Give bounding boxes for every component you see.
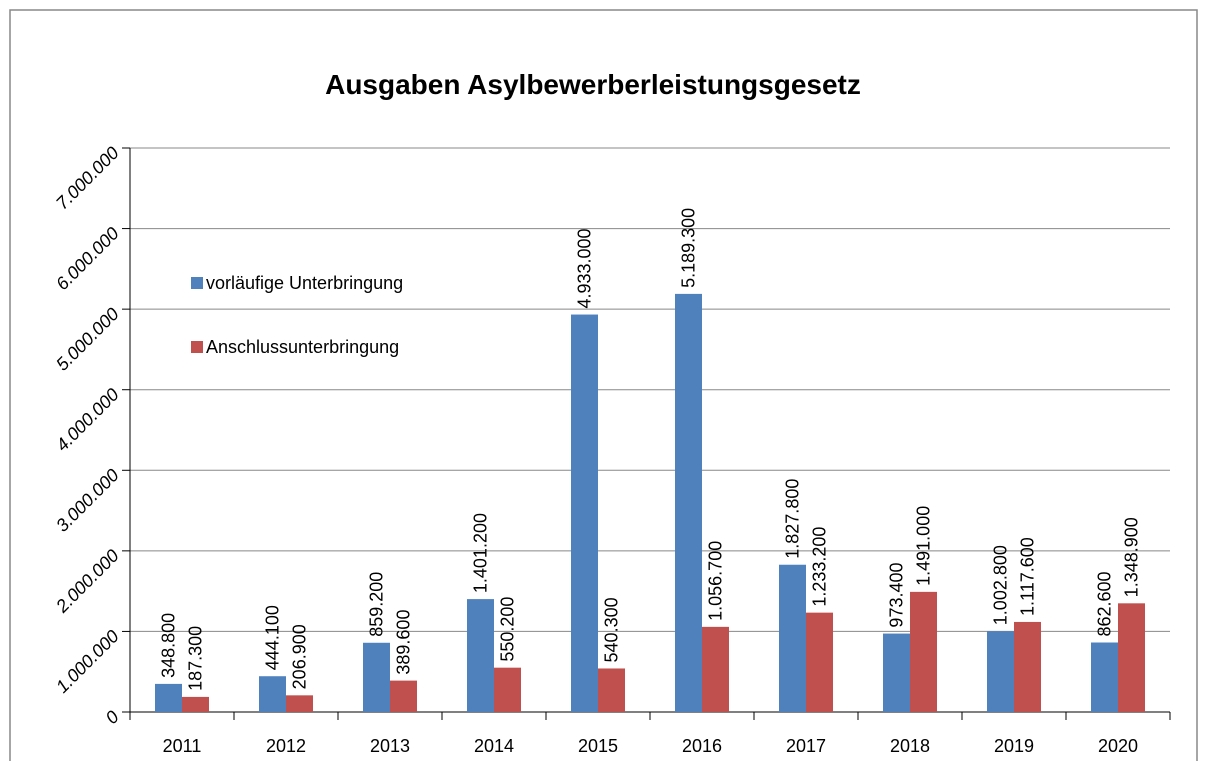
legend-swatch: [191, 277, 203, 289]
bar: [702, 626, 729, 712]
value-label: 1.827.800: [783, 479, 803, 559]
x-tick-label: 2019: [994, 736, 1034, 756]
value-label: 389.600: [394, 610, 414, 675]
value-label: 444.100: [263, 605, 283, 670]
legend-swatch: [191, 341, 203, 353]
bar: [910, 591, 937, 712]
x-tick-label: 2013: [370, 736, 410, 756]
value-label: 550.200: [498, 597, 518, 662]
bar: [259, 676, 286, 712]
legend-label: Anschlussunterbringung: [206, 337, 399, 357]
value-label: 187.300: [186, 626, 206, 691]
value-label: 5.189.300: [679, 208, 699, 288]
value-label: 540.300: [602, 597, 622, 662]
bar: [1091, 642, 1118, 712]
x-tick-label: 2011: [163, 736, 202, 756]
bar: [390, 680, 417, 712]
bar: [675, 293, 702, 712]
bar: [467, 599, 494, 712]
y-tick-label: 5.000.000: [52, 304, 123, 375]
x-tick-label: 2015: [578, 736, 618, 756]
value-label: 4.933.000: [575, 228, 595, 308]
value-label: 348.800: [159, 613, 179, 678]
y-tick-label: 1.000.000: [52, 626, 123, 697]
x-tick-label: 2018: [890, 736, 930, 756]
x-tick-label: 2016: [682, 736, 722, 756]
y-tick-label: 6.000.000: [52, 223, 123, 294]
value-label: 1.348.900: [1122, 517, 1142, 597]
bar: [182, 696, 209, 712]
chart-title: Ausgaben Asylbewerberleistungsgesetz: [325, 69, 861, 100]
bar: [598, 668, 625, 712]
x-tick-label: 2017: [786, 736, 826, 756]
bar: [1118, 603, 1145, 712]
x-tick-label: 2020: [1098, 736, 1138, 756]
x-tick-label: 2012: [266, 736, 306, 756]
y-tick-label: 4.000.000: [52, 384, 123, 455]
y-tick-label: 2.000.000: [51, 546, 122, 617]
bar: [779, 564, 806, 712]
bar: [987, 631, 1014, 712]
y-tick-label: 7.000.000: [52, 143, 123, 214]
bar: [1014, 621, 1041, 712]
value-label: 1.401.200: [471, 513, 491, 593]
value-label: 1.233.200: [810, 527, 830, 607]
legend-label: vorläufige Unterbringung: [206, 273, 403, 293]
value-label: 206.900: [290, 624, 310, 689]
bar: [494, 667, 521, 712]
bar: [155, 683, 182, 712]
bar: [806, 612, 833, 712]
value-label: 973.400: [887, 562, 907, 627]
value-label: 1.002.800: [991, 545, 1011, 625]
y-tick-label: 3.000.000: [52, 465, 123, 536]
bar: [286, 695, 313, 712]
value-label: 1.117.600: [1018, 537, 1038, 616]
chart-border: [9, 9, 1198, 761]
value-label: 1.491.000: [914, 506, 934, 586]
bar: [883, 633, 910, 712]
bar: [571, 314, 598, 712]
value-label: 862.600: [1095, 571, 1115, 636]
value-label: 1.056.700: [706, 541, 726, 621]
y-tick-label: 0: [102, 707, 123, 728]
x-tick-label: 2014: [474, 736, 514, 756]
bar: [363, 642, 390, 712]
value-label: 859.200: [367, 572, 387, 637]
